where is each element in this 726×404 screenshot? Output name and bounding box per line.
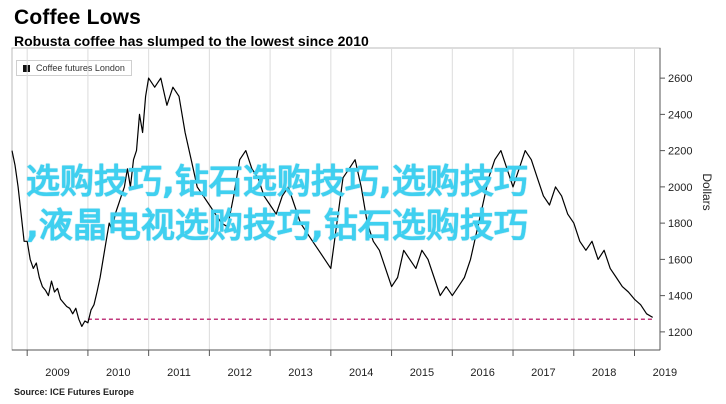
x-tick-label: 2017 xyxy=(531,367,555,379)
x-tick-label: 2018 xyxy=(592,367,616,379)
x-tick-label: 2016 xyxy=(470,367,494,379)
legend: Coffee futures London xyxy=(16,60,132,76)
y-tick-label: 1800 xyxy=(668,218,692,230)
chart-subtitle: Robusta coffee has slumped to the lowest… xyxy=(14,33,369,49)
y-tick-label: 2400 xyxy=(668,109,692,121)
y-tick-label: 1600 xyxy=(668,254,692,266)
y-axis-label: Dollars xyxy=(700,173,714,210)
series-line xyxy=(11,77,654,327)
chart-title: Coffee Lows xyxy=(14,6,142,29)
x-tick-label: 2014 xyxy=(349,367,373,379)
y-tick-label: 1200 xyxy=(668,327,692,339)
x-tick-label: 2009 xyxy=(45,367,69,379)
x-tick-label: 2013 xyxy=(288,367,312,379)
y-tick-label: 2000 xyxy=(668,182,692,194)
y-tick-label: 2600 xyxy=(668,73,692,85)
axis-layer: 2009 2010 2011 2012 2013 2014 2015 2016 2017 2018… xyxy=(12,48,692,379)
x-tick-label: 2010 xyxy=(106,367,130,379)
series-layer xyxy=(11,77,654,327)
x-tick-label: 2019 xyxy=(653,367,677,379)
x-tick-label: 2012 xyxy=(227,367,251,379)
legend-label: Coffee futures London xyxy=(36,63,125,73)
grid-layer xyxy=(11,47,661,351)
source-note: Source: ICE Futures Europe xyxy=(14,387,135,397)
x-tick-label: 2015 xyxy=(410,367,434,379)
legend-swatch xyxy=(23,64,30,72)
y-tick-label: 2200 xyxy=(668,146,692,158)
x-tick-label: 2011 xyxy=(167,367,191,379)
y-tick-label: 1400 xyxy=(668,291,692,303)
